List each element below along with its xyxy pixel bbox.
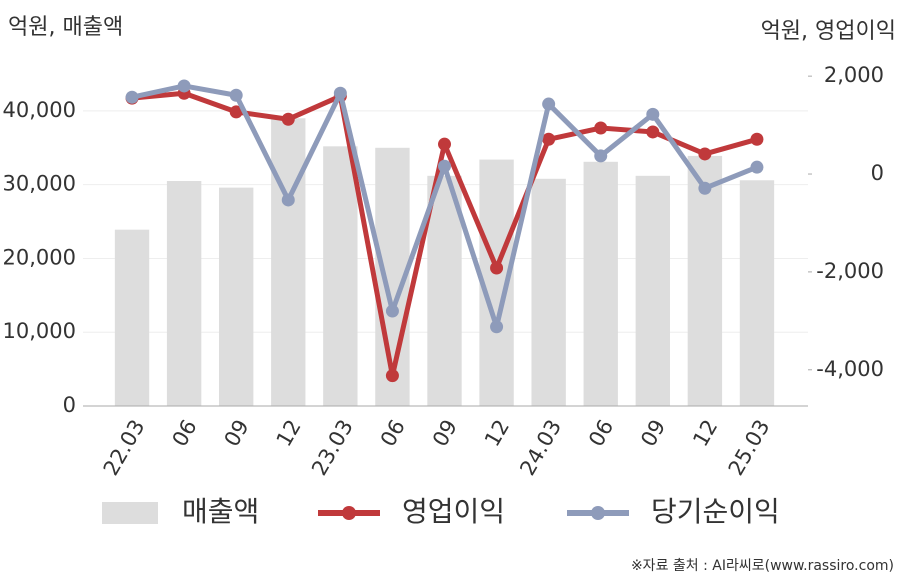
point bbox=[646, 125, 660, 139]
bar bbox=[219, 187, 254, 406]
y-axis-title: 억원, 매출액 bbox=[8, 15, 123, 40]
y-tick-label: 0 bbox=[63, 393, 76, 417]
point bbox=[333, 86, 347, 100]
point bbox=[698, 181, 712, 195]
bar bbox=[739, 180, 775, 406]
point bbox=[229, 88, 243, 102]
legend-label: 매출액 bbox=[182, 495, 259, 528]
x-tick-label: 12 bbox=[688, 416, 722, 451]
point bbox=[594, 149, 608, 163]
point bbox=[438, 137, 451, 151]
point bbox=[490, 320, 504, 334]
y2-axis-title: 억원, 영업이익 bbox=[761, 19, 896, 44]
legend-marker bbox=[591, 506, 605, 520]
bar bbox=[583, 161, 618, 406]
y2-tick-label: -2,000 bbox=[816, 259, 884, 283]
point bbox=[646, 107, 660, 121]
y-tick-label: 10,000 bbox=[3, 319, 76, 343]
y2-tick-label: -4,000 bbox=[816, 357, 884, 381]
point bbox=[438, 159, 451, 173]
x-tick-label: 25.03 bbox=[724, 416, 775, 480]
point bbox=[542, 97, 556, 111]
x-tick-label: 09 bbox=[220, 416, 254, 451]
point bbox=[229, 105, 243, 119]
x-tick-label: 09 bbox=[636, 416, 670, 451]
point bbox=[750, 132, 764, 146]
x-tick-label: 06 bbox=[167, 416, 201, 451]
x-tick-label: 06 bbox=[376, 416, 410, 451]
point bbox=[385, 304, 399, 318]
y-tick-label: 40,000 bbox=[3, 98, 76, 122]
legend-label: 당기순이익 bbox=[651, 495, 780, 528]
point bbox=[385, 369, 399, 383]
point bbox=[177, 79, 191, 93]
bar bbox=[687, 155, 723, 406]
x-tick-label: 12 bbox=[480, 415, 514, 450]
x-tick-label: 24.03 bbox=[515, 416, 566, 480]
legend-label: 영업이익 bbox=[402, 495, 505, 528]
bar bbox=[323, 146, 358, 407]
point bbox=[542, 132, 556, 146]
point bbox=[698, 147, 712, 161]
legend-swatch bbox=[102, 502, 158, 524]
x-tick-label: 06 bbox=[584, 416, 618, 451]
point bbox=[750, 160, 764, 174]
point bbox=[594, 121, 608, 135]
y2-tick-label: 0 bbox=[871, 161, 884, 185]
bar bbox=[114, 229, 150, 406]
bar bbox=[635, 175, 670, 406]
bar bbox=[427, 175, 462, 406]
point bbox=[490, 261, 504, 275]
bar bbox=[531, 178, 566, 406]
y2-tick-label: 2,000 bbox=[824, 63, 884, 87]
legend-marker bbox=[342, 506, 356, 520]
x-tick-label: 12 bbox=[272, 416, 306, 451]
source: ※자료 출처 : AI라씨로(www.rassiro.com) bbox=[631, 558, 894, 574]
y-tick-label: 20,000 bbox=[3, 245, 76, 269]
point bbox=[281, 193, 295, 207]
x-tick-label: 22.03 bbox=[99, 416, 150, 480]
bar bbox=[271, 118, 306, 407]
y-tick-label: 30,000 bbox=[3, 172, 76, 196]
point bbox=[281, 112, 295, 126]
x-tick-label: 23.03 bbox=[307, 416, 358, 480]
bar bbox=[166, 180, 202, 406]
point bbox=[125, 90, 139, 104]
x-tick-label: 09 bbox=[428, 416, 462, 451]
